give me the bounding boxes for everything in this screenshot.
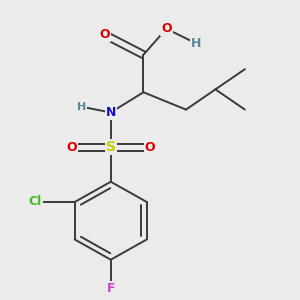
Text: O: O (161, 22, 172, 35)
Text: H: H (190, 37, 201, 50)
Text: O: O (66, 141, 77, 154)
Text: O: O (145, 141, 155, 154)
Text: N: N (106, 106, 116, 119)
Text: H: H (77, 102, 86, 112)
Text: O: O (99, 28, 110, 41)
Text: Cl: Cl (29, 196, 42, 208)
Text: F: F (106, 282, 115, 295)
Text: S: S (106, 140, 116, 154)
